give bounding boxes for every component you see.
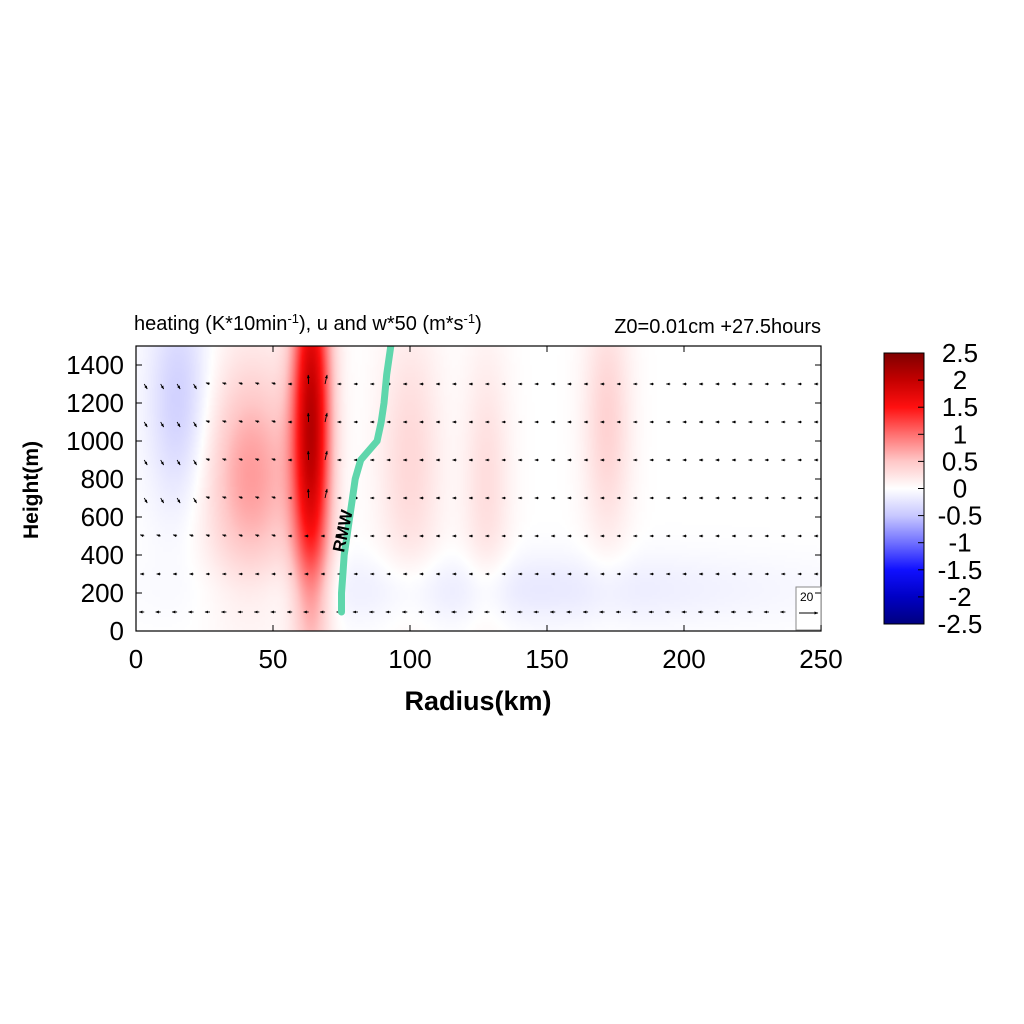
wind-vector	[324, 450, 328, 461]
x-axis-label: Radius(km)	[404, 686, 551, 716]
wind-vector	[193, 383, 197, 390]
colorbar-tick-label: -2	[948, 582, 971, 612]
wind-vector	[238, 382, 243, 386]
wind-vector	[205, 534, 211, 538]
wind-vector	[205, 420, 211, 424]
x-tick-label: 250	[799, 644, 842, 674]
y-tick-label: 1000	[66, 426, 124, 456]
wind-vector	[160, 459, 165, 466]
wind-vector	[193, 497, 197, 504]
wind-vector	[143, 459, 148, 466]
y-tick-label: 1400	[66, 350, 124, 380]
wind-vector	[189, 534, 194, 538]
colorbar-tick-label: 0.5	[942, 446, 978, 476]
colorbar-ticks: 2.521.510.50-0.5-1-1.5-2-2.5	[918, 338, 982, 639]
wind-vector	[176, 383, 181, 390]
rmw-line	[338, 346, 395, 616]
wind-vector	[254, 458, 260, 462]
y-tick-label: 400	[81, 540, 124, 570]
y-tick-label: 800	[81, 464, 124, 494]
wind-vector	[222, 496, 227, 500]
wind-vector	[222, 458, 227, 462]
colorbar-tick-label: -2.5	[938, 609, 983, 639]
colorbar-tick-label: -1.5	[938, 555, 983, 585]
colorbar-tick-label: 0	[953, 474, 967, 504]
wind-vector	[143, 383, 148, 390]
wind-vector	[324, 374, 328, 385]
wind-vector	[143, 421, 148, 428]
reference-vector-label: 20	[800, 590, 814, 604]
wind-vector	[271, 458, 276, 462]
x-axis: 0 50 100 150 200 250	[129, 346, 843, 674]
wind-vector	[205, 496, 211, 500]
colorbar-tick-label: -0.5	[938, 501, 983, 531]
wind-vector	[324, 488, 328, 499]
y-axis-label: Height(m)	[20, 441, 43, 539]
chart-title-right: Z0=0.01cm +27.5hours	[614, 316, 821, 338]
y-tick-label: 1200	[66, 388, 124, 418]
wind-vector	[254, 382, 260, 386]
wind-vector	[271, 420, 276, 424]
plot-frame	[135, 345, 822, 632]
wind-vector	[139, 534, 145, 538]
wind-vector	[160, 497, 165, 504]
wind-vector	[172, 534, 178, 538]
wind-vectors	[138, 374, 819, 614]
y-tick-label: 0	[110, 616, 124, 646]
x-tick-label: 100	[388, 644, 431, 674]
wind-vector	[176, 421, 181, 428]
wind-vector	[193, 421, 197, 428]
wind-vector	[222, 534, 227, 538]
colorbar-tick-label: 1.5	[942, 392, 978, 422]
x-tick-label: 200	[662, 644, 705, 674]
wind-vector	[160, 421, 165, 428]
wind-vector	[193, 459, 197, 466]
heating-field	[136, 346, 821, 631]
colorbar-tick-label: 2.5	[942, 338, 978, 368]
reference-vector: 20	[795, 586, 822, 631]
colorbar	[883, 352, 925, 625]
wind-vector	[271, 534, 276, 538]
wind-vector	[238, 534, 243, 538]
wind-vector	[271, 382, 276, 386]
wind-vector	[160, 383, 165, 390]
y-axis: 0 200 400 600 800 1000 1200 1400	[66, 350, 821, 646]
colorbar-tick-label: -1	[948, 528, 971, 558]
wind-vector	[254, 420, 260, 424]
chart-title: heating (K*10min-1), u and w*50 (m*s-1)	[134, 311, 482, 336]
wind-vector	[205, 382, 211, 386]
colorbar-tick-label: 1	[953, 419, 967, 449]
x-tick-label: 50	[259, 644, 288, 674]
wind-vector	[238, 496, 243, 500]
wind-vector	[254, 496, 260, 500]
wind-vector	[222, 420, 227, 424]
y-tick-label: 200	[81, 578, 124, 608]
x-tick-label: 150	[525, 644, 568, 674]
wind-vector	[205, 458, 211, 462]
wind-vector	[254, 534, 260, 538]
colorbar-tick-label: 2	[953, 365, 967, 395]
wind-vector	[324, 412, 328, 423]
wind-vector	[238, 420, 243, 424]
plot-area: RMW	[136, 346, 821, 631]
y-tick-label: 600	[81, 502, 124, 532]
wind-vector	[176, 459, 181, 466]
wind-vector	[143, 497, 148, 504]
wind-vector	[222, 382, 227, 386]
wind-vector	[176, 497, 181, 504]
wind-vector	[271, 496, 276, 500]
x-tick-label: 0	[129, 644, 143, 674]
wind-vector	[156, 534, 161, 538]
wind-vector	[238, 458, 243, 462]
